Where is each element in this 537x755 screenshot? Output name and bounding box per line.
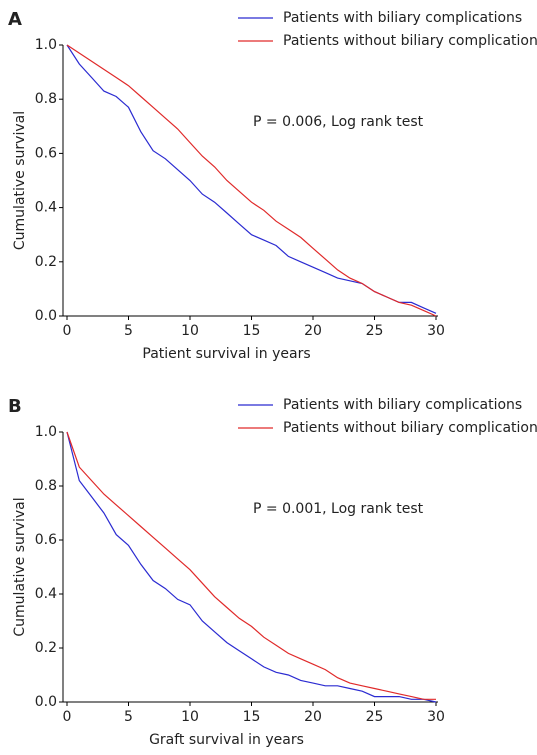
legend-label: Patients without biliary complications [283, 33, 537, 49]
annotation: P = 0.006, Log rank test [253, 114, 424, 130]
y-tick-label: 0.2 [35, 640, 57, 656]
x-tick-label: 10 [181, 323, 199, 339]
legend-label: Patients with biliary complications [283, 397, 522, 413]
x-tick-label: 5 [124, 323, 133, 339]
x-tick-label: 30 [427, 709, 445, 725]
y-tick-label: 1.0 [35, 37, 57, 53]
survival-curve [66, 44, 437, 314]
x-tick-label: 0 [63, 709, 72, 725]
legend-label: Patients without biliary complications [283, 420, 537, 436]
y-tick-label: 0.6 [35, 532, 57, 548]
x-tick-label: 5 [124, 709, 133, 725]
x-axis-label: Graft survival in years [149, 732, 304, 748]
panel-label: B [8, 396, 22, 417]
x-tick-label: 15 [243, 323, 261, 339]
y-tick-label: 0.4 [35, 200, 57, 216]
x-axis-label: Patient survival in years [142, 346, 310, 362]
y-axis-label: Cumulative survival [12, 497, 28, 636]
survival-curve [66, 431, 437, 703]
y-tick-label: 0.0 [35, 694, 57, 710]
x-tick-label: 20 [304, 709, 322, 725]
x-tick-label: 30 [427, 323, 445, 339]
x-tick-label: 10 [181, 709, 199, 725]
legend-label: Patients with biliary complications [283, 10, 522, 26]
y-tick-label: 1.0 [35, 424, 57, 440]
x-tick-label: 25 [366, 323, 384, 339]
x-tick-label: 20 [304, 323, 322, 339]
y-tick-label: 0.6 [35, 145, 57, 161]
y-tick-label: 0.8 [35, 91, 57, 107]
survival-curve [66, 44, 437, 317]
survival-curve [66, 431, 436, 700]
annotation: P = 0.001, Log rank test [253, 501, 424, 517]
x-tick-label: 15 [243, 709, 261, 725]
y-axis-label: Cumulative survival [12, 111, 28, 250]
x-tick-label: 0 [63, 323, 72, 339]
panel-label: A [8, 9, 22, 30]
y-tick-label: 0.4 [35, 586, 57, 602]
y-tick-label: 0.8 [35, 478, 57, 494]
x-tick-label: 25 [366, 709, 384, 725]
y-tick-label: 0.0 [35, 308, 57, 324]
y-tick-label: 0.2 [35, 254, 57, 270]
